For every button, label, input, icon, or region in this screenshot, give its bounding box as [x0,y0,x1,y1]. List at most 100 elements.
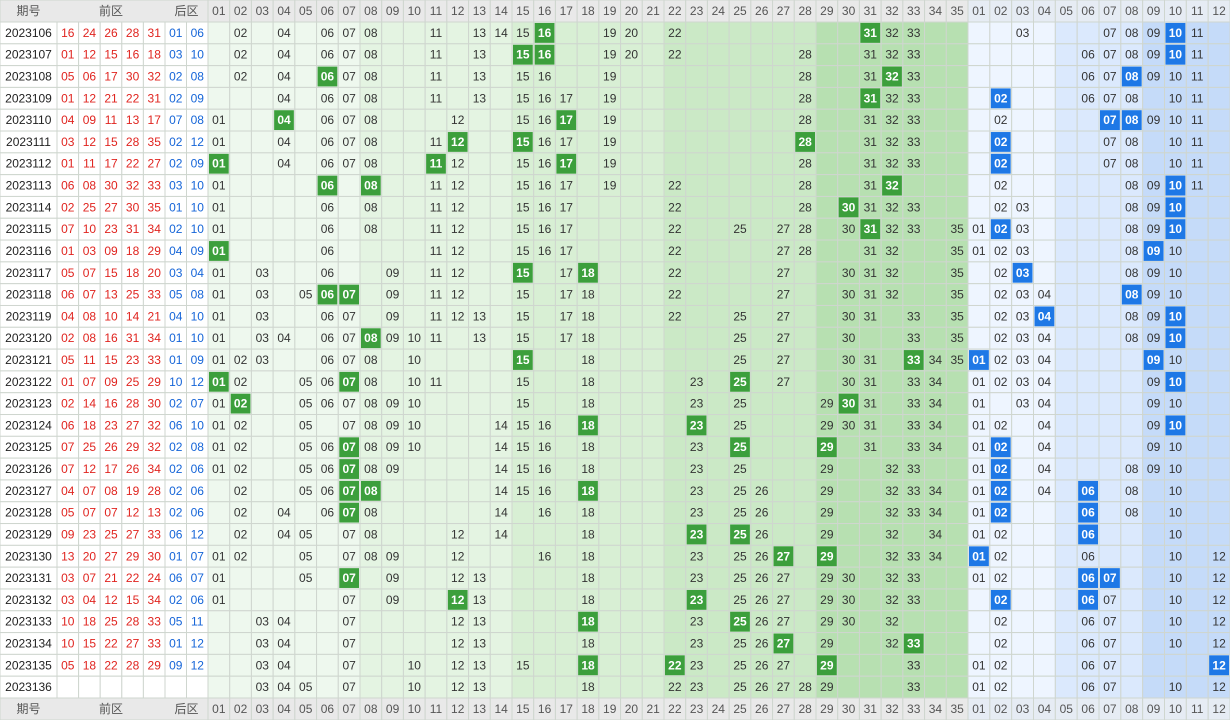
grid-cell [620,195,643,219]
grid-cell [858,523,882,546]
trend-number: 02 [994,527,1008,541]
hit-number: 01 [212,157,226,171]
trend-number: 33 [907,506,921,520]
trend-number: 35 [950,244,964,258]
trend-number: 25 [733,506,747,520]
trend-number: 03 [1016,331,1030,345]
grid-cell [533,675,556,699]
trend-number: 34 [929,506,943,520]
header-col: 31 [864,4,878,18]
trend-number: 05 [299,527,313,541]
grid-cell [359,632,383,655]
trend-number: 08 [364,375,378,389]
grid-cell [229,195,252,219]
trend-number: 33 [907,571,921,585]
grid-cell [489,283,513,306]
issue: 2023112 [6,157,52,171]
grid-cell [663,632,687,655]
hit-box [1121,284,1142,305]
grid-cell [1076,261,1100,285]
front-number: 07 [83,484,97,498]
trend-number: 14 [494,527,508,541]
hit-box [969,350,989,370]
header-col: 01 [972,702,986,716]
trend-number: 16 [538,506,552,520]
grid-cell [359,653,383,677]
grid-cell [533,261,556,285]
trend-number: 12 [451,571,465,585]
grid-cell [272,239,296,263]
grid-cell [489,261,513,285]
trend-number: 01 [972,571,986,585]
front-number: 34 [148,222,162,236]
grid-cell [1076,152,1100,176]
grid-cell [924,65,947,88]
grid-cell [533,523,556,546]
trend-number: 15 [516,70,530,84]
front-number: 15 [104,266,118,280]
header-col: 13 [473,702,487,716]
grid-cell [489,348,513,372]
header-col: 05 [1060,4,1074,18]
back-number: 09 [191,157,205,171]
grid-cell [837,435,860,459]
grid-cell [359,283,383,306]
trend-number: 22 [668,244,682,258]
hit-box [361,175,381,196]
grid-cell [381,86,404,110]
grid-cell [1185,348,1209,372]
front-number: 33 [148,353,162,367]
front-number: 18 [83,615,97,629]
grid-cell [381,370,404,394]
grid-cell [1011,523,1035,546]
front-number: 12 [126,506,140,520]
header-col: 12 [451,702,465,716]
trend-number: 09 [386,331,400,345]
grid-cell [229,152,252,176]
trend-number: 09 [386,462,400,476]
hit-number: 23 [690,418,704,432]
grid-cell [402,283,426,306]
issue: 2023122 [5,375,52,389]
grid-cell [316,632,339,655]
grid-cell [728,283,752,306]
front-number: 32 [148,440,162,454]
back-number: 09 [191,244,205,258]
grid-cell [402,130,426,154]
grid-cell [554,566,578,590]
hit-box [838,197,859,218]
trend-number: 28 [798,157,812,171]
grid-cell [489,43,513,67]
trend-number: 01 [212,593,226,607]
trend-number: 04 [277,680,291,694]
front-number: 11 [105,113,118,127]
grid-cell [554,675,578,699]
trend-number: 05 [299,680,313,694]
hit-box [817,546,837,567]
grid-cell [446,86,470,110]
trend-number: 34 [929,397,943,411]
grid-cell [207,523,231,546]
grid-cell [294,65,318,88]
trend-number: 10 [1169,70,1183,84]
header-col: 01 [212,702,226,716]
hit-number: 12 [451,593,465,607]
trend-number: 08 [1125,266,1139,280]
grid-cell [793,588,817,612]
hit-box [1143,241,1164,261]
grid-cell [402,152,426,176]
trend-number: 01 [212,179,226,193]
grid-cell [641,283,665,306]
grid-cell [1011,457,1035,481]
grid-cell [663,108,687,132]
grid-cell [706,566,730,590]
hit-box [817,655,837,676]
hit-number: 30 [842,397,856,411]
grid-cell [402,457,426,481]
trend-number: 12 [451,222,465,236]
grid-cell [272,544,296,568]
trend-number: 09 [386,593,400,607]
trend-number: 27 [777,266,791,280]
header-back: 后区 [174,4,198,18]
grid-cell [945,457,969,481]
